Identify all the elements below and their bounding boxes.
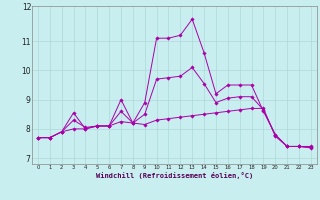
X-axis label: Windchill (Refroidissement éolien,°C): Windchill (Refroidissement éolien,°C) — [96, 172, 253, 179]
Text: 12: 12 — [22, 3, 32, 12]
